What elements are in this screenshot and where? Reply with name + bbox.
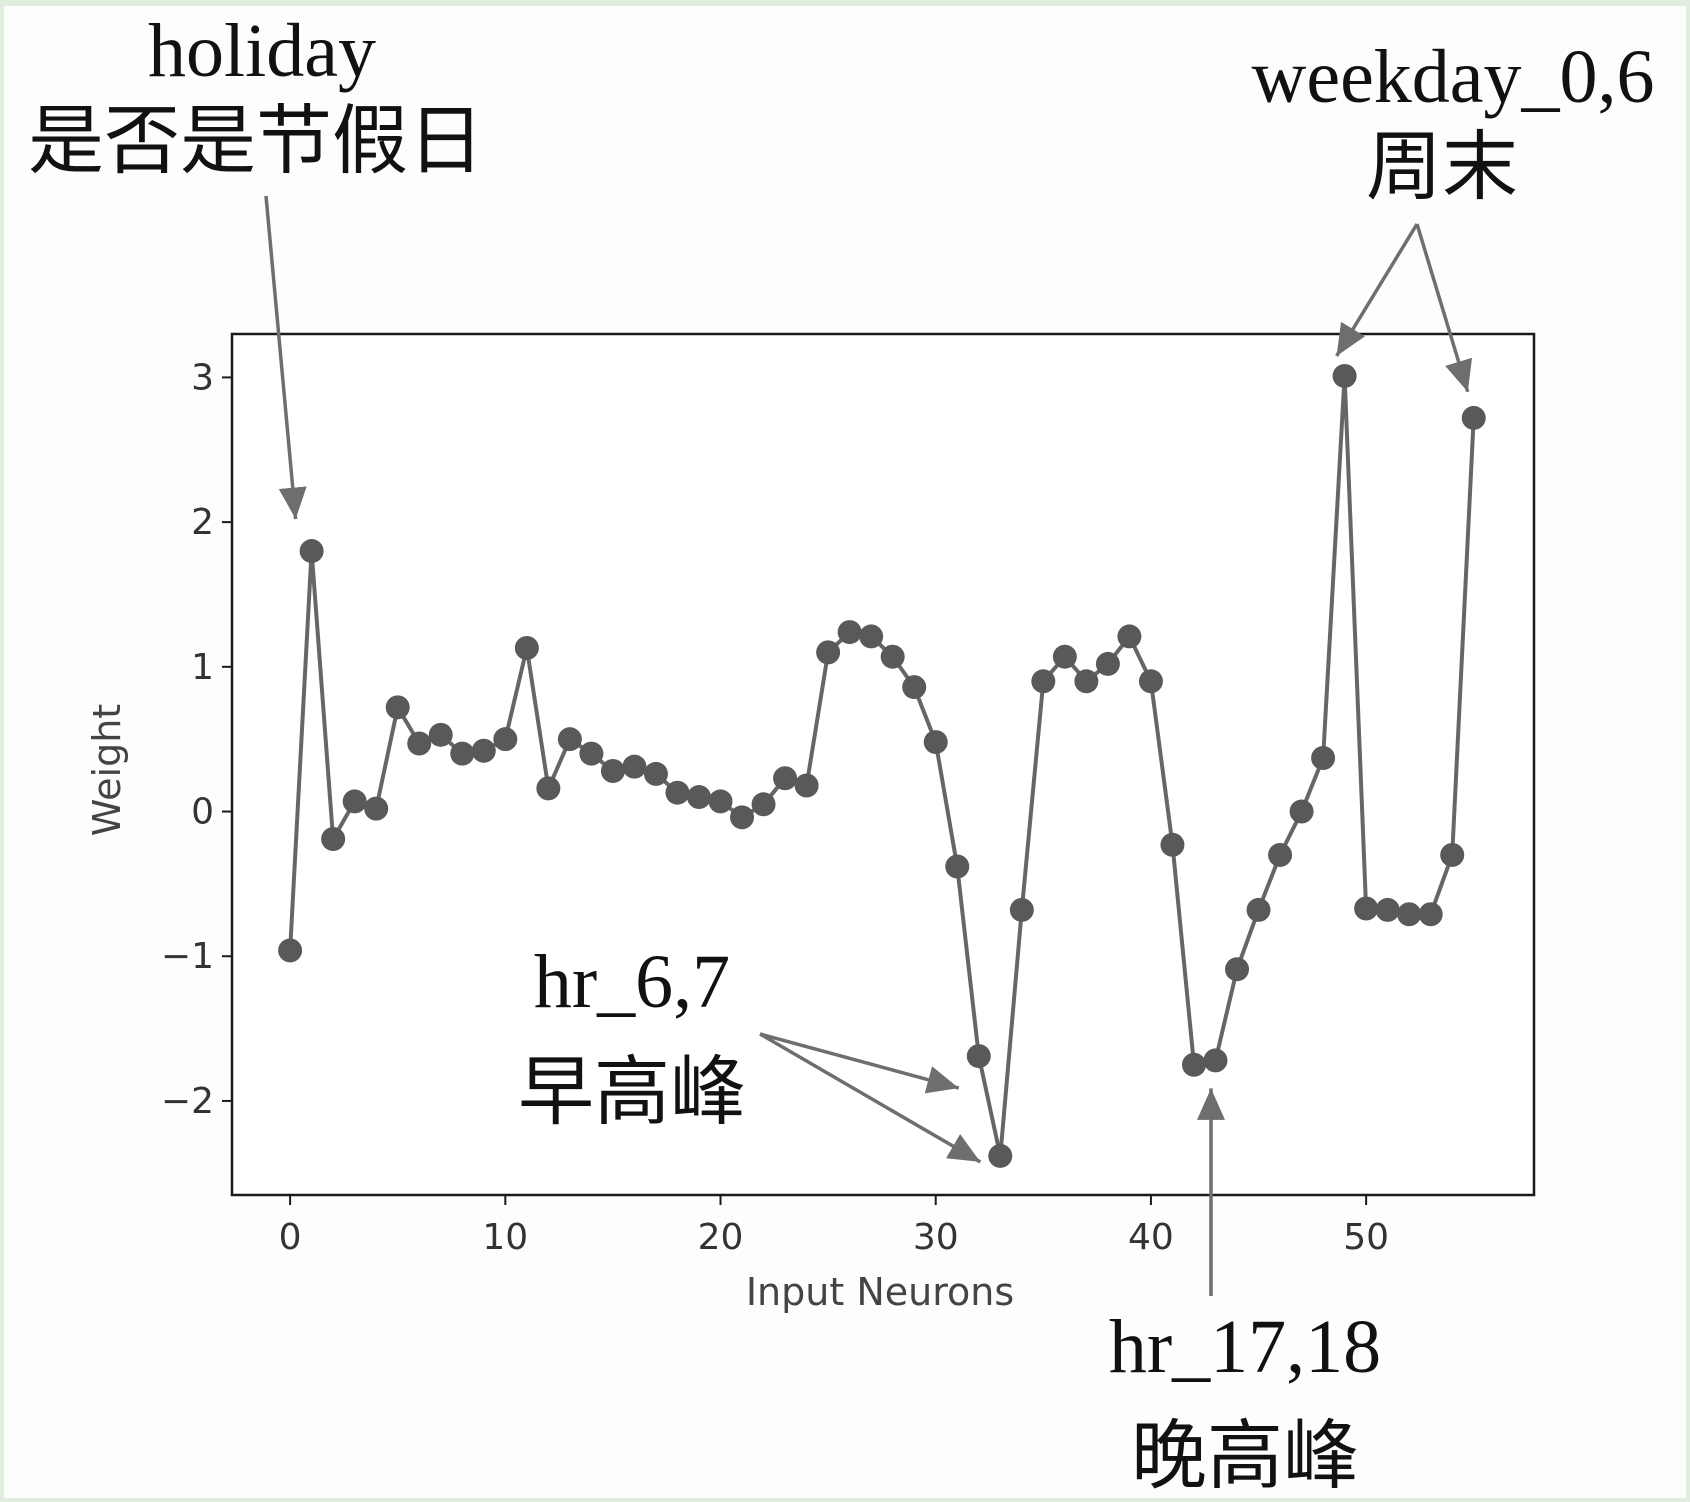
data-point — [923, 730, 948, 755]
data-point — [579, 741, 604, 766]
frame-border-left — [0, 0, 4, 1502]
y-tick-label: 0 — [191, 792, 214, 833]
annotation-evening-peak-en: hr_17,18 — [1109, 1305, 1381, 1389]
data-point — [751, 792, 776, 817]
annotation-arrows — [264, 195, 1473, 1296]
data-point — [1009, 897, 1034, 922]
data-point — [1440, 842, 1465, 867]
x-axis-ticks: 0 10 20 30 40 50 — [279, 1195, 1389, 1258]
data-point — [945, 854, 970, 879]
data-point — [1052, 644, 1077, 669]
data-point — [1074, 669, 1099, 694]
data-point — [1031, 669, 1056, 694]
x-tick-label: 30 — [913, 1217, 959, 1258]
x-axis-label: Input Neurons — [746, 1270, 1014, 1314]
data-point — [471, 738, 496, 763]
annotation-holiday-zh: 是否是节假日 — [28, 100, 484, 184]
data-point — [364, 796, 389, 821]
data-point — [880, 644, 905, 669]
data-point — [966, 1044, 991, 1069]
y-tick-label: −1 — [161, 936, 214, 977]
data-point — [622, 754, 647, 779]
data-point — [1117, 624, 1142, 649]
data-point — [859, 624, 884, 649]
data-point — [686, 785, 711, 810]
y-tick-label: 1 — [191, 647, 214, 688]
x-tick-label: 20 — [698, 1217, 744, 1258]
y-tick-label: 3 — [191, 357, 214, 398]
y-axis-ticks: 3 2 1 0 −1 −2 — [161, 357, 232, 1122]
data-point — [600, 759, 625, 784]
data-point — [1160, 832, 1185, 857]
annotation-evening-peak-zh: 晚高峰 — [1131, 1415, 1359, 1499]
x-tick-label: 0 — [279, 1217, 302, 1258]
annotation-arrow-morning-2 — [759, 1032, 982, 1164]
y-axis-label: Weight — [85, 704, 129, 836]
data-point — [493, 727, 518, 752]
x-tick-label: 40 — [1128, 1217, 1174, 1258]
annotation-arrow-holiday — [264, 195, 307, 520]
data-point — [450, 741, 475, 766]
data-point — [1289, 799, 1314, 824]
data-point — [278, 938, 303, 963]
data-point — [988, 1143, 1013, 1168]
annotation-holiday-en: holiday — [148, 9, 376, 93]
data-point — [1095, 651, 1120, 676]
frame-border-right — [1686, 0, 1690, 1502]
data-point — [665, 780, 690, 805]
annotation-arrow-weekend-2 — [1415, 223, 1473, 393]
data-point — [816, 640, 841, 665]
data-point — [837, 620, 862, 645]
annotation-weekend-zh: 周末 — [1366, 126, 1518, 210]
annotation-arrow-morning-1 — [759, 1032, 960, 1094]
data-point — [299, 539, 324, 564]
data-point — [407, 731, 432, 756]
data-point — [1225, 957, 1250, 982]
data-point — [1418, 902, 1443, 927]
series-weight — [278, 363, 1486, 1168]
data-point — [1203, 1048, 1228, 1073]
data-point — [794, 773, 819, 798]
annotation-arrow-weekend-1 — [1335, 223, 1419, 357]
data-point — [557, 727, 582, 752]
y-tick-label: 2 — [191, 502, 214, 543]
frame-border-top — [0, 0, 1690, 6]
data-point — [773, 766, 798, 791]
data-point — [730, 805, 755, 830]
data-point — [1138, 669, 1163, 694]
x-tick-label: 50 — [1343, 1217, 1389, 1258]
data-point — [1181, 1052, 1206, 1077]
frame-border-bottom — [0, 1498, 1690, 1502]
data-point — [1268, 842, 1293, 867]
series-markers — [278, 363, 1486, 1168]
data-point — [536, 776, 561, 801]
data-point — [1461, 405, 1486, 430]
annotation-weekend-en: weekday_0,6 — [1251, 35, 1654, 119]
data-point — [1354, 896, 1379, 921]
data-point — [1397, 902, 1422, 927]
annotation-morning-peak-zh: 早高峰 — [518, 1051, 746, 1135]
data-point — [1375, 897, 1400, 922]
data-point — [902, 675, 927, 700]
y-tick-label: −2 — [161, 1081, 214, 1122]
data-point — [321, 827, 346, 852]
data-point — [1311, 745, 1336, 770]
data-point — [428, 722, 453, 747]
data-point — [708, 789, 733, 814]
data-point — [342, 789, 367, 814]
data-point — [385, 695, 410, 720]
data-point — [514, 636, 539, 661]
data-point — [643, 761, 668, 786]
annotation-morning-peak-en: hr_6,7 — [534, 940, 730, 1024]
data-point — [1246, 897, 1271, 922]
data-point — [1332, 363, 1357, 388]
x-tick-label: 10 — [482, 1217, 528, 1258]
